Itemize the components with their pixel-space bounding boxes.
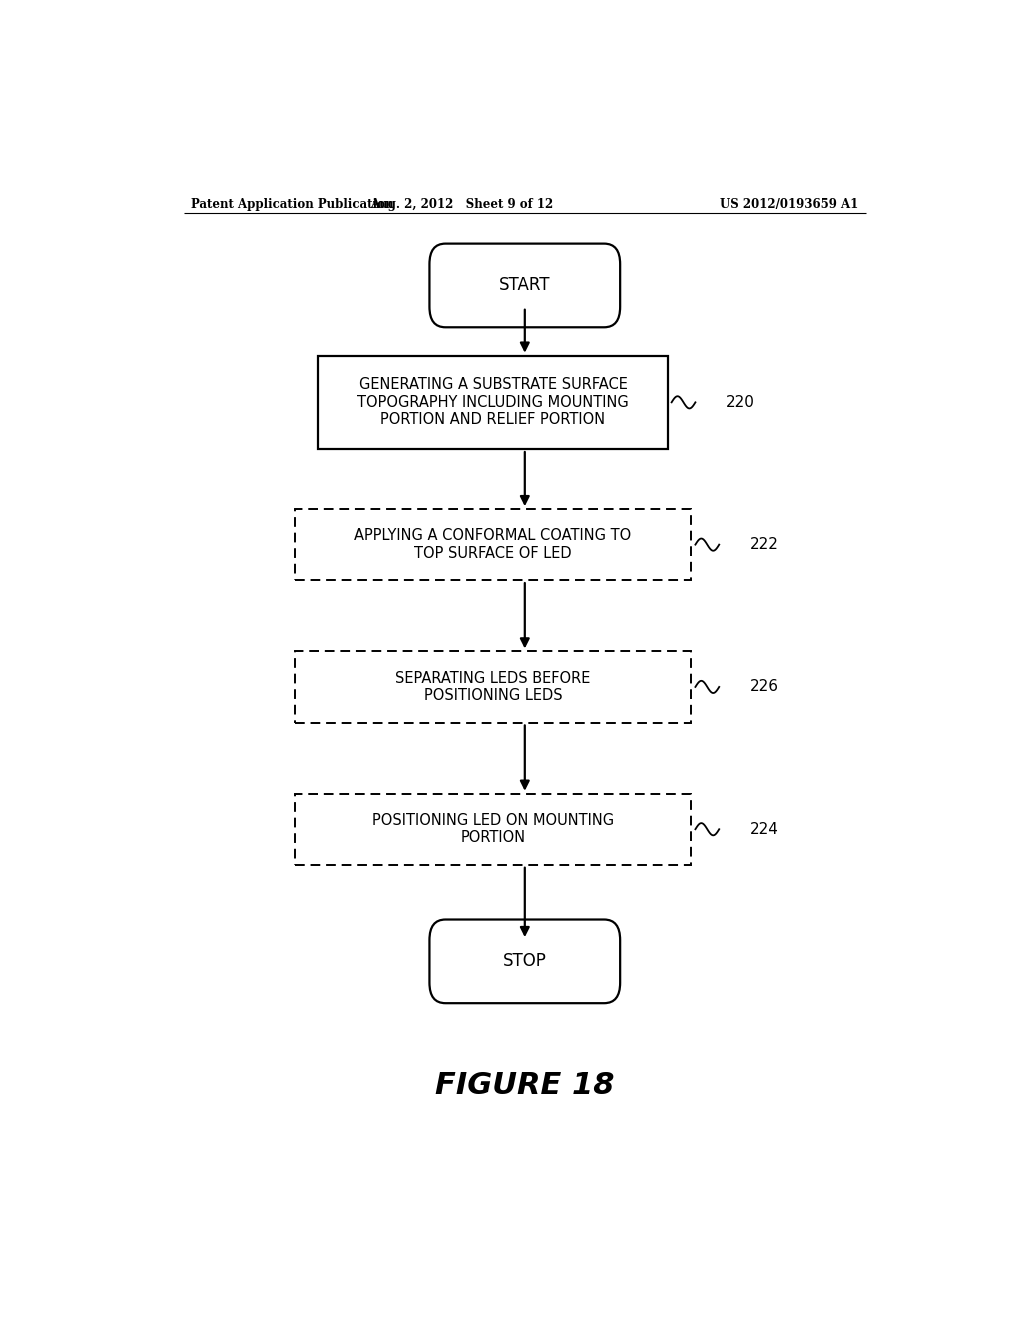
Text: US 2012/0193659 A1: US 2012/0193659 A1 [720, 198, 858, 211]
Text: 226: 226 [750, 680, 778, 694]
FancyBboxPatch shape [318, 355, 668, 449]
Text: Patent Application Publication: Patent Application Publication [191, 198, 394, 211]
Text: START: START [499, 276, 551, 294]
Text: SEPARATING LEDS BEFORE
POSITIONING LEDS: SEPARATING LEDS BEFORE POSITIONING LEDS [395, 671, 591, 704]
FancyBboxPatch shape [429, 244, 621, 327]
Text: GENERATING A SUBSTRATE SURFACE
TOPOGRAPHY INCLUDING MOUNTING
PORTION AND RELIEF : GENERATING A SUBSTRATE SURFACE TOPOGRAPH… [357, 378, 629, 428]
Text: 220: 220 [726, 395, 755, 409]
Text: FIGURE 18: FIGURE 18 [435, 1071, 614, 1100]
FancyBboxPatch shape [295, 793, 691, 865]
Text: 222: 222 [750, 537, 778, 552]
Text: 224: 224 [750, 822, 778, 837]
Text: STOP: STOP [503, 952, 547, 970]
Text: POSITIONING LED ON MOUNTING
PORTION: POSITIONING LED ON MOUNTING PORTION [372, 813, 614, 845]
FancyBboxPatch shape [295, 510, 691, 581]
FancyBboxPatch shape [429, 920, 621, 1003]
Text: Aug. 2, 2012   Sheet 9 of 12: Aug. 2, 2012 Sheet 9 of 12 [370, 198, 553, 211]
Text: APPLYING A CONFORMAL COATING TO
TOP SURFACE OF LED: APPLYING A CONFORMAL COATING TO TOP SURF… [354, 528, 632, 561]
FancyBboxPatch shape [295, 651, 691, 722]
